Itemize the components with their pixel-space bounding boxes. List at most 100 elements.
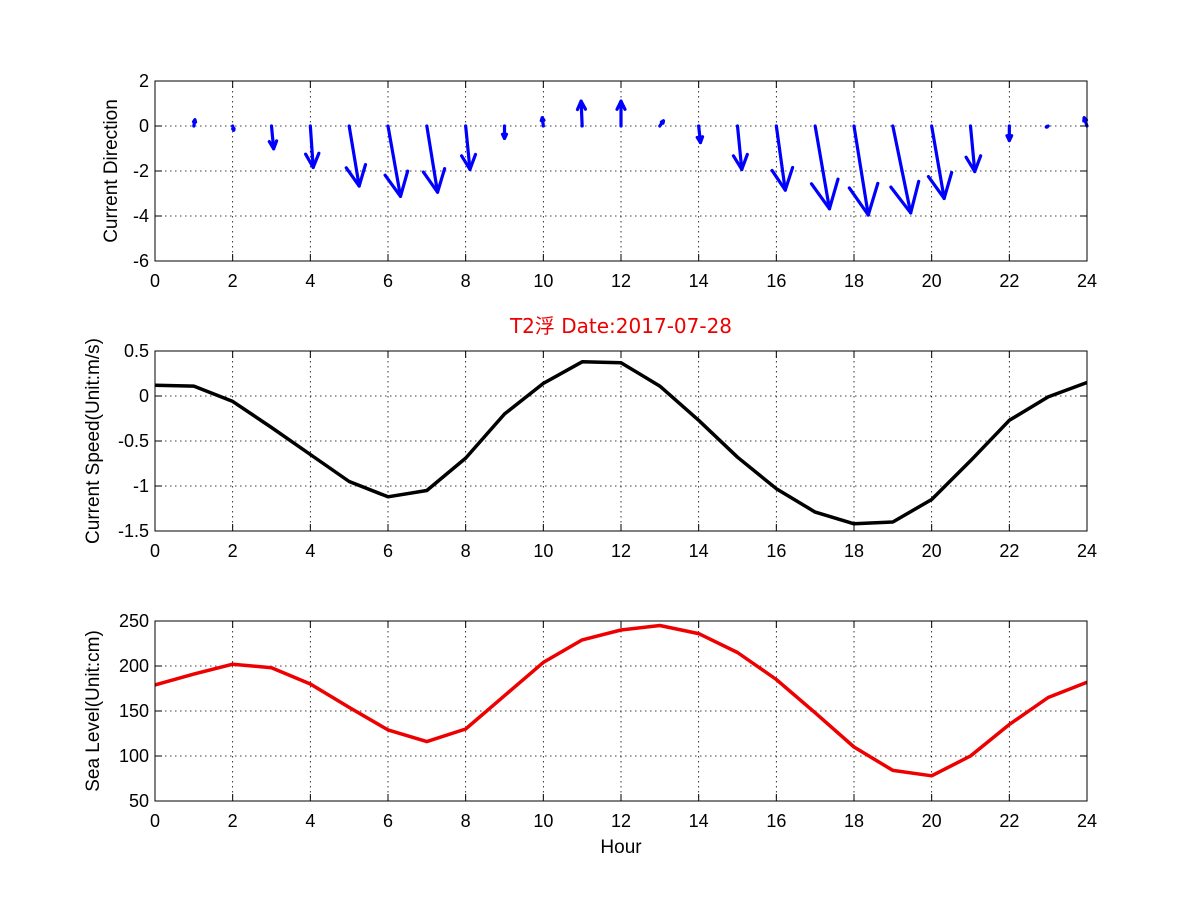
x-tick-label: 4: [305, 541, 315, 561]
x-tick-label: 6: [383, 811, 393, 831]
y-tick-label: -4: [133, 206, 149, 226]
arrow-head: [964, 154, 983, 174]
arrow-shaft: [425, 124, 440, 194]
y-tick-label: 0.5: [124, 341, 149, 361]
x-tick-label: 24: [1077, 271, 1097, 291]
y-tick-label: 250: [119, 611, 149, 631]
quiver-arrow: [809, 124, 840, 211]
quiver-arrow: [1005, 124, 1014, 143]
series-line: [154, 623, 1088, 778]
x-tick-label: 20: [922, 541, 942, 561]
x-tick-label: 0: [150, 541, 160, 561]
arrow-head: [809, 177, 840, 211]
arrow-head: [770, 165, 795, 192]
arrow-head: [231, 127, 236, 132]
quiver-arrow: [344, 124, 368, 188]
arrow-head: [421, 167, 447, 194]
x-tick-label: 8: [461, 541, 471, 561]
arrow-shaft: [774, 124, 787, 192]
y-tick-label: -0.5: [118, 431, 149, 451]
arrow-shaft: [347, 124, 361, 188]
arrow-head: [1044, 124, 1049, 129]
quiver-arrow: [731, 124, 749, 172]
x-tick-label: 16: [766, 811, 786, 831]
arrow-head: [267, 139, 279, 151]
series-line: [154, 360, 1088, 526]
arrow-shaft: [813, 124, 832, 211]
quiver-arrow: [615, 99, 627, 128]
arrow-head: [926, 170, 954, 201]
arrow-head: [1082, 116, 1089, 123]
arrow-shaft: [269, 124, 276, 151]
x-tick-label: 20: [922, 811, 942, 831]
arrow-shaft: [968, 124, 977, 174]
arrow-shaft: [930, 124, 946, 201]
y-tick-label: 200: [119, 656, 149, 676]
x-tick-label: 2: [228, 271, 238, 291]
quiver-arrow: [304, 124, 321, 169]
y-tick-label: -1: [133, 476, 149, 496]
x-tick-label: 14: [689, 541, 709, 561]
arrow-head: [383, 169, 410, 198]
x-tick-label: 14: [689, 271, 709, 291]
arrow-head: [344, 163, 368, 188]
quiver-arrow: [695, 124, 705, 145]
x-tick-label: 0: [150, 811, 160, 831]
quiver-arrow: [1044, 124, 1050, 129]
x-tick-label: 12: [611, 541, 631, 561]
arrow-shaft: [579, 99, 584, 128]
x-axis-label: Hour: [600, 837, 642, 858]
x-tick-label: 2: [228, 541, 238, 561]
quiver-arrow: [575, 99, 588, 128]
x-tick-label: 20: [922, 271, 942, 291]
arrow-head: [1005, 134, 1014, 143]
x-tick-label: 12: [611, 271, 631, 291]
x-tick-label: 18: [844, 271, 864, 291]
x-tick-label: 18: [844, 811, 864, 831]
arrow-head: [695, 135, 705, 145]
quiver-arrow: [267, 124, 279, 151]
y-tick-label: 50: [129, 791, 149, 811]
quiver-arrow: [770, 124, 795, 192]
arrow-head: [191, 118, 198, 124]
x-tick-label: 6: [383, 271, 393, 291]
x-tick-label: 22: [999, 811, 1019, 831]
quiver-arrow: [539, 116, 546, 128]
quiver-arrow: [231, 124, 236, 132]
x-tick-label: 16: [766, 541, 786, 561]
x-tick-label: 6: [383, 541, 393, 561]
arrow-shaft: [852, 124, 870, 217]
x-tick-label: 0: [150, 271, 160, 291]
figure-title: T2浮 Date:2017-07-28: [509, 314, 732, 338]
quiver-arrow: [658, 119, 666, 128]
arrow-head: [459, 152, 478, 172]
x-tick-label: 8: [461, 811, 471, 831]
quiver-arrow: [421, 124, 447, 194]
y-tick-label: 150: [119, 701, 149, 721]
x-tick-label: 22: [999, 541, 1019, 561]
arrow-head: [575, 99, 588, 112]
x-tick-label: 14: [689, 811, 709, 831]
x-tick-label: 4: [305, 271, 315, 291]
quiver-arrow: [500, 124, 509, 141]
arrow-shaft: [891, 124, 913, 215]
y-tick-label: -6: [133, 251, 149, 271]
y-tick-label: 100: [119, 746, 149, 766]
x-tick-label: 24: [1077, 541, 1097, 561]
quiver-arrow: [889, 124, 921, 215]
arrow-head: [304, 151, 321, 169]
x-tick-label: 10: [533, 811, 553, 831]
arrow-shaft: [464, 124, 472, 172]
y-axis-label: Sea Level(Unit:cm): [83, 630, 104, 792]
subplot-2: 0 2 4 6 8 10 12 14 16 18 20 22 24-1.5-1-0.500.5Curre…: [83, 338, 1097, 561]
y-tick-label: 0: [139, 386, 149, 406]
quiver-arrow: [383, 124, 410, 198]
x-tick-label: 22: [999, 271, 1019, 291]
arrow-head: [539, 116, 546, 123]
y-tick-label: -2: [133, 161, 149, 181]
arrow-shaft: [735, 124, 744, 172]
x-tick-label: 24: [1077, 811, 1097, 831]
